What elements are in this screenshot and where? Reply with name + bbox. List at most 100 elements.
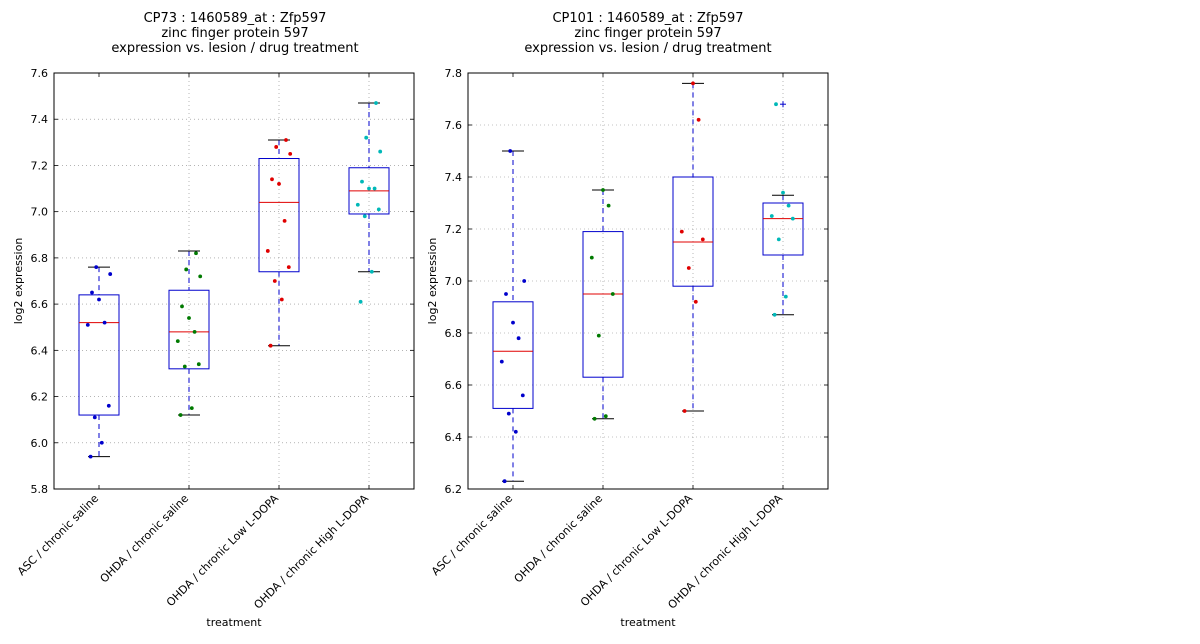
y-tick-label: 7.6 — [31, 67, 49, 80]
x-tick-label: OHDA / chronic saline — [512, 492, 606, 586]
box-3 — [672, 81, 714, 413]
y-tick-label: 7.4 — [31, 113, 49, 126]
data-point — [90, 290, 94, 295]
y-tick-label: 7.4 — [445, 171, 463, 184]
data-point — [88, 454, 93, 459]
data-point — [790, 216, 795, 221]
y-tick-label: 6.8 — [445, 327, 463, 340]
data-point — [108, 272, 113, 276]
data-point — [378, 149, 383, 154]
chart-title-line: CP73 : 1460589_at : Zfp597 — [144, 11, 327, 26]
data-point — [192, 329, 197, 334]
box-1 — [492, 149, 534, 484]
data-point — [99, 440, 104, 445]
data-point — [601, 188, 605, 192]
data-point — [374, 101, 378, 105]
data-point — [504, 292, 508, 296]
data-point — [364, 135, 369, 140]
box-iqr — [582, 231, 624, 378]
data-point — [499, 359, 504, 364]
y-tick-label: 6.6 — [31, 298, 49, 311]
data-point — [274, 145, 279, 149]
box-2 — [582, 188, 624, 421]
data-point — [502, 479, 507, 484]
data-point — [522, 279, 527, 283]
data-point — [270, 177, 274, 182]
data-point — [175, 339, 180, 343]
x-tick-label: OHDA / chronic saline — [98, 492, 192, 586]
y-axis-label: log2 expression — [426, 238, 439, 325]
y-tick-label: 7.6 — [445, 119, 463, 132]
data-point — [783, 294, 788, 299]
box-3 — [258, 138, 300, 348]
data-point — [506, 411, 511, 416]
data-point — [286, 265, 291, 270]
data-point — [182, 364, 187, 369]
y-tick-label: 6.4 — [31, 344, 49, 357]
data-point — [284, 138, 288, 142]
data-point — [592, 416, 597, 421]
data-point — [288, 151, 293, 156]
data-point — [520, 393, 525, 398]
data-point — [696, 117, 701, 122]
y-tick-label: 7.2 — [445, 223, 463, 236]
data-point — [198, 274, 203, 279]
data-point — [693, 299, 698, 304]
axes-frame — [53, 72, 415, 490]
data-point — [691, 81, 695, 86]
data-point — [367, 186, 371, 191]
y-tick-label: 6.2 — [31, 391, 49, 404]
chart-title-line: zinc finger protein 597 — [161, 26, 308, 41]
data-point — [282, 219, 287, 223]
y-tick-label: 6.4 — [445, 431, 463, 444]
data-point — [85, 323, 90, 327]
data-point — [272, 279, 277, 283]
box-iqr — [168, 289, 210, 370]
y-tick-label: 6.8 — [31, 252, 49, 265]
box-iqr — [258, 158, 300, 273]
box-1 — [78, 265, 120, 459]
data-point — [610, 292, 615, 296]
data-point — [700, 237, 705, 242]
data-point — [358, 299, 363, 304]
box-2 — [168, 250, 210, 417]
chart-title-line: expression vs. lesion / drug treatment — [111, 41, 358, 56]
data-point — [786, 203, 791, 208]
chart-title-line: CP101 : 1460589_at : Zfp597 — [552, 11, 743, 26]
x-tick-label: ASC / chronic saline — [429, 492, 515, 578]
box-iqr — [762, 202, 804, 256]
data-point — [184, 267, 189, 272]
x-tick-label: ASC / chronic saline — [15, 492, 101, 578]
data-point — [781, 190, 785, 195]
data-point — [603, 414, 608, 419]
box-iqr — [492, 301, 534, 409]
data-point — [196, 362, 201, 367]
data-point — [516, 336, 521, 341]
data-point — [187, 316, 191, 320]
data-point — [774, 102, 778, 107]
data-point — [372, 186, 377, 191]
data-point — [686, 266, 691, 270]
data-point — [589, 255, 594, 260]
data-point — [511, 320, 515, 325]
x-axis-label: treatment — [620, 616, 676, 629]
data-point — [189, 406, 194, 411]
y-tick-label: 7.8 — [445, 67, 463, 80]
y-tick-label: 6.6 — [445, 379, 463, 392]
data-point — [362, 214, 367, 219]
data-point — [606, 203, 611, 208]
box-4 — [348, 101, 390, 304]
data-point — [268, 343, 273, 348]
box-4 — [762, 101, 804, 317]
data-point — [369, 269, 374, 274]
data-point — [355, 202, 360, 207]
chart-title-line: expression vs. lesion / drug treatment — [524, 41, 771, 56]
y-tick-label: 7.0 — [31, 206, 49, 219]
data-point — [94, 265, 99, 270]
data-point — [106, 403, 111, 408]
chart-title-line: zinc finger protein 597 — [574, 26, 721, 41]
data-point — [772, 312, 777, 317]
y-axis-label: log2 expression — [12, 238, 25, 325]
data-point — [596, 333, 601, 338]
